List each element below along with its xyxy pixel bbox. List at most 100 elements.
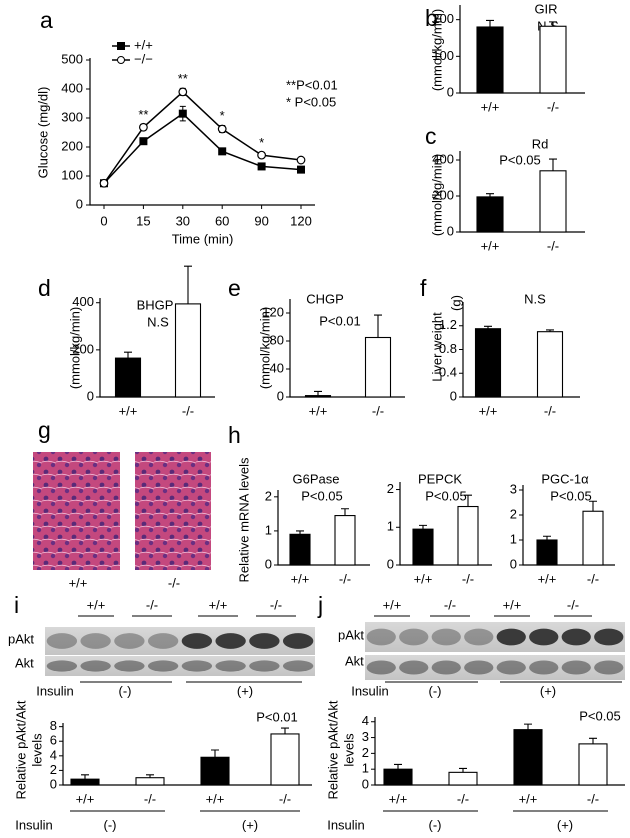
y-tick-label: 200	[432, 11, 454, 26]
error-bar	[459, 767, 467, 773]
blot-group-label: -/-	[270, 597, 282, 612]
x-tick-label: -/-	[544, 403, 556, 418]
x-tick-label: +/+	[538, 571, 557, 586]
chart-title: Rd	[532, 136, 549, 151]
error-bar	[524, 723, 532, 730]
error-bar	[543, 535, 551, 540]
error-bar	[341, 508, 349, 516]
significance: **	[138, 107, 148, 122]
y-tick-label: 1	[387, 519, 394, 534]
bar	[476, 26, 504, 94]
error-bar	[589, 500, 597, 512]
error-bar	[549, 21, 557, 27]
histology-image	[33, 452, 120, 570]
bar	[174, 303, 202, 398]
x-tick-label: +/+	[389, 791, 408, 806]
y-tick-label: 0	[447, 84, 454, 99]
chart-title: N.S	[524, 291, 546, 306]
marker	[99, 178, 109, 188]
y-axis-label: Relative mRNA levels	[236, 457, 251, 582]
blot-band	[464, 628, 494, 646]
x-tick-label: -/-	[547, 99, 559, 114]
blot-band	[114, 660, 145, 672]
condition: (+)	[540, 683, 556, 698]
marker	[296, 155, 306, 165]
bar	[536, 539, 558, 566]
x-tick-label: -/-	[279, 791, 291, 806]
x-tick-label: 0	[100, 213, 107, 228]
panel-letter: e	[228, 275, 241, 301]
y-tick-label: 4	[50, 747, 57, 762]
panel-letter: d	[38, 275, 51, 301]
x-axis-label: Time (min)	[172, 231, 234, 246]
y-tick-label: 400	[61, 80, 83, 95]
blot-group-label: +/+	[503, 597, 522, 612]
blot-strip	[365, 655, 625, 680]
bar	[448, 771, 478, 786]
x-tick-label: +/+	[76, 791, 95, 806]
condition: (+)	[242, 817, 258, 832]
chart-title: BHGP	[137, 297, 174, 312]
blot-band	[366, 660, 396, 675]
blot-band	[282, 633, 314, 649]
y-tick-label: 4	[362, 713, 369, 728]
blot-band	[181, 660, 213, 672]
blot-band	[529, 628, 559, 646]
chart-subtitle: P<0.05	[579, 708, 621, 723]
error-bar	[211, 749, 219, 758]
blot-band	[249, 660, 280, 672]
blot-band	[215, 633, 246, 649]
marker	[257, 150, 267, 160]
blot-band	[464, 660, 494, 675]
bar	[364, 336, 392, 398]
error-bar	[281, 727, 289, 734]
panel-letter: g	[38, 417, 51, 443]
marker	[217, 124, 227, 134]
y-tick-label: 300	[61, 109, 83, 124]
chart-title: PGC-1α	[541, 471, 589, 486]
y-axis-unit: (g)	[448, 295, 463, 311]
bar	[70, 778, 100, 786]
x-tick-label: -/-	[462, 571, 474, 586]
blot-band	[181, 633, 213, 649]
blot-row-label: Akt	[345, 653, 364, 668]
y-tick-label: 40	[270, 360, 284, 375]
blot-band	[46, 633, 78, 649]
y-tick-label: 2	[265, 488, 272, 503]
x-tick-label: +/+	[479, 403, 498, 418]
y-tick-label: 0	[450, 388, 457, 403]
panel-letter: h	[228, 422, 241, 448]
series-line	[103, 90, 302, 184]
significance: *	[259, 135, 264, 150]
y-tick-label: 200	[61, 138, 83, 153]
condition: (-)	[429, 817, 442, 832]
condition: (+)	[557, 817, 573, 832]
y-tick-label: 200	[432, 187, 454, 202]
chart-title: PEPCK	[418, 471, 462, 486]
condition-label: Insulin	[327, 817, 365, 832]
condition-label: Insulin	[36, 683, 74, 698]
blot-strip	[45, 656, 315, 676]
y-axis-label: (mmol/kg/min)	[429, 154, 444, 236]
x-tick-label: +/+	[119, 403, 138, 418]
chart-subtitle: P<0.05	[550, 488, 592, 503]
y-tick-label: 0	[510, 556, 517, 571]
error-bar	[124, 351, 132, 359]
blot-row-label: pAkt	[8, 631, 34, 646]
x-tick-label: +/+	[309, 403, 328, 418]
histology-label: +/+	[69, 575, 88, 590]
annotation: * P<0.05	[286, 94, 336, 109]
marker	[218, 147, 227, 156]
error-bar	[464, 494, 472, 507]
condition-label: Insulin	[351, 683, 389, 698]
x-tick-label: +/+	[414, 571, 433, 586]
chart-subtitle: P<0.05	[499, 152, 541, 167]
error-bar	[314, 390, 322, 396]
bar	[476, 196, 504, 233]
blot-group-label: -/-	[567, 597, 579, 612]
y-axis-label: Relative pAkt/Akt	[13, 700, 28, 799]
bar	[114, 357, 142, 398]
y-tick-label: 120	[262, 304, 284, 319]
blot-band	[561, 660, 591, 675]
error-bar	[374, 314, 382, 338]
